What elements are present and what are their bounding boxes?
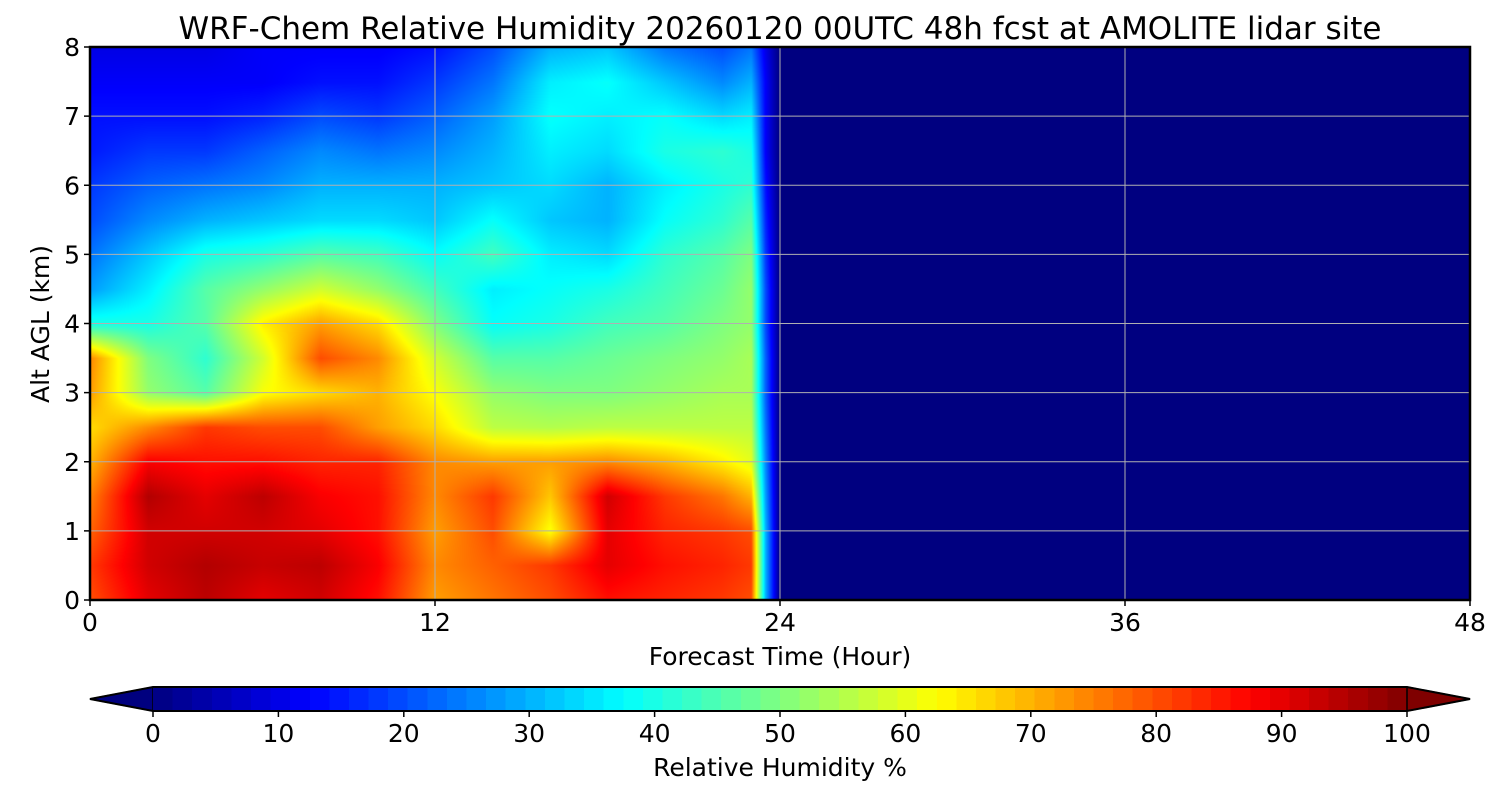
x-tick-label: 12 (419, 608, 451, 637)
colorbar-tick-label: 50 (764, 719, 796, 748)
plot-area (88, 45, 1472, 602)
colorbar-tick-label: 20 (388, 719, 420, 748)
x-axis-label: Forecast Time (Hour) (649, 642, 912, 671)
y-tick-label: 5 (64, 240, 80, 269)
x-tick-label: 36 (1109, 608, 1141, 637)
x-tick-label: 24 (764, 608, 796, 637)
colorbar-under-arrow (89, 686, 154, 712)
colorbar-tick-label: 90 (1266, 719, 1298, 748)
x-tick-label: 48 (1454, 608, 1486, 637)
colorbar-ticks: 0 10 20 30 40 50 60 70 80 90 100 (145, 711, 1431, 748)
colorbar-tick-label: 10 (262, 719, 294, 748)
y-tick-label: 3 (64, 379, 80, 408)
colorbar-tick-label: 40 (639, 719, 671, 748)
colorbar-tick-label: 30 (513, 719, 545, 748)
colorbar-label: Relative Humidity % (653, 753, 907, 782)
y-tick-label: 2 (64, 448, 80, 477)
chart-title: WRF-Chem Relative Humidity 20260120 00UT… (178, 11, 1381, 47)
colorbar-tick-label: 80 (1140, 719, 1172, 748)
colorbar-over-arrow (1406, 686, 1471, 712)
x-tick-label: 0 (82, 608, 98, 637)
y-tick-label: 8 (64, 33, 80, 62)
grid-lines (90, 47, 1470, 600)
colorbar-tick-label: 0 (145, 719, 161, 748)
x-axis-ticks: 0 12 24 36 48 (82, 600, 1486, 637)
y-tick-label: 4 (64, 310, 80, 339)
y-tick-label: 6 (64, 171, 80, 200)
colorbar-gradient (153, 687, 1407, 711)
y-tick-label: 7 (64, 102, 80, 131)
colorbar: 0 10 20 30 40 50 60 70 80 90 100 Relative Humidity… (89, 686, 1471, 782)
y-axis-label: Alt AGL (km) (26, 245, 55, 403)
y-tick-label: 0 (64, 586, 80, 615)
y-tick-label: 1 (64, 517, 80, 546)
y-axis-ticks: 0 1 2 3 4 5 6 7 8 (64, 33, 90, 615)
colorbar-tick-label: 70 (1015, 719, 1047, 748)
colorbar-tick-label: 60 (889, 719, 921, 748)
colorbar-tick-label: 100 (1383, 719, 1431, 748)
